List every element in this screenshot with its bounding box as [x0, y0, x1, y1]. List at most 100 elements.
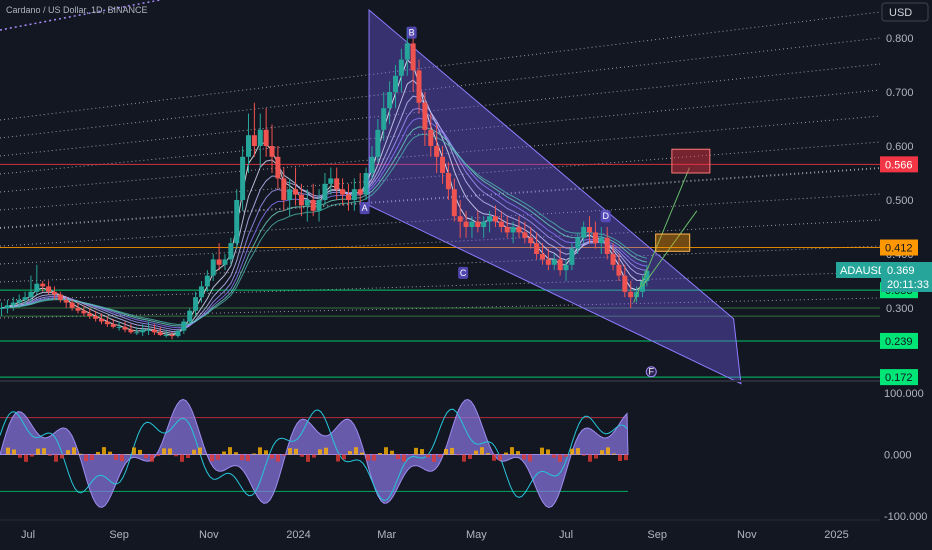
candle-body — [451, 189, 457, 217]
osc-bar — [438, 454, 442, 458]
osc-bar — [408, 454, 412, 456]
fan-line — [0, 193, 881, 247]
time-axis-tick: 2024 — [286, 529, 310, 541]
candle-body — [581, 227, 587, 238]
osc-bar — [138, 449, 142, 455]
osc-bar — [150, 454, 154, 462]
price-pane[interactable]: A B C D F — [0, 0, 881, 385]
osc-bar — [186, 454, 190, 459]
osc-bar — [354, 447, 358, 455]
candle-body — [251, 135, 257, 146]
osc-bar — [402, 454, 406, 462]
osc-bar — [288, 448, 292, 455]
candle-countdown: 20:11:33 — [887, 279, 929, 291]
osc-bar — [222, 451, 226, 455]
osc-bar — [72, 447, 76, 455]
osc-bar — [252, 453, 256, 455]
osc-bar — [396, 454, 400, 460]
osc-bar — [66, 450, 70, 455]
price-axis-tick: 0.600 — [886, 141, 914, 153]
candle-body — [534, 243, 540, 254]
osc-bar — [114, 454, 118, 460]
candle-body — [157, 332, 163, 335]
target-box-upper[interactable] — [671, 148, 711, 174]
fan-line — [0, 271, 881, 301]
osc-bar — [90, 454, 94, 461]
fan-line — [0, 0, 161, 31]
candle-body — [198, 286, 204, 298]
osc-bar — [540, 447, 544, 455]
osc-bar — [498, 454, 502, 461]
osc-bar — [372, 454, 376, 461]
osc-bar — [558, 454, 562, 462]
osc-bar — [360, 452, 364, 455]
osc-bar — [144, 454, 148, 459]
osc-bar — [480, 447, 484, 455]
osc-bar — [510, 447, 514, 455]
price-level-lines — [0, 163, 880, 378]
candle-body — [528, 237, 534, 244]
osc-bar — [246, 454, 250, 461]
target-boxes[interactable] — [655, 148, 711, 252]
candle-body — [81, 310, 87, 314]
candle-body — [193, 297, 199, 311]
candle-body — [387, 92, 393, 109]
oscillator-pane[interactable] — [0, 398, 629, 509]
osc-bar — [462, 454, 466, 462]
candle-body — [204, 275, 210, 287]
candle-body — [328, 178, 334, 184]
candle-body — [398, 59, 404, 76]
candle-body — [228, 243, 234, 260]
currency-button[interactable]: USD — [881, 2, 929, 22]
time-axis-tick: Jul — [559, 529, 573, 541]
candlestick-series — [0, 27, 650, 340]
candle-body — [175, 330, 181, 337]
osc-bar — [84, 454, 88, 462]
candle-body — [381, 108, 387, 130]
candle-body — [293, 189, 299, 195]
candle-body — [122, 326, 128, 330]
candle-body — [51, 291, 57, 295]
pattern-point-b: B — [406, 26, 417, 39]
candle-body — [128, 329, 134, 333]
candle-body — [445, 173, 451, 190]
osc-bar — [456, 454, 460, 456]
osc-bar — [30, 454, 34, 457]
candle-body — [475, 221, 481, 227]
osc-bar — [450, 447, 454, 455]
falling-wedge-pattern[interactable] — [368, 8, 742, 385]
candle-body — [551, 259, 557, 265]
oscillator-axis-ticks: 100.000 0.000 -100.000 — [884, 388, 927, 523]
osc-bar — [102, 447, 106, 455]
target-box-lower[interactable] — [655, 233, 691, 252]
candle-body — [481, 221, 487, 227]
osc-bar — [600, 450, 604, 455]
candle-body — [46, 286, 52, 292]
osc-bar — [24, 454, 28, 462]
candle-body — [63, 299, 69, 303]
candle-body — [644, 270, 650, 281]
candle-body — [557, 259, 563, 271]
osc-bar — [306, 454, 310, 462]
candle-body — [369, 156, 375, 173]
candle-body — [22, 297, 28, 300]
osc-bar — [54, 454, 58, 462]
time-axis-tick: Sep — [109, 529, 129, 541]
candle-body — [434, 146, 440, 157]
osc-histogram — [0, 398, 629, 509]
candle-body — [110, 324, 116, 327]
osc-bar — [582, 454, 586, 456]
candle-body — [57, 294, 63, 300]
pattern-point-labels: A B C D F — [359, 26, 657, 378]
osc-bar — [18, 454, 22, 458]
price-level-badge-label: 0.566 — [885, 159, 913, 171]
osc-bar — [588, 454, 592, 462]
candle-body — [334, 178, 340, 190]
svg-text:A: A — [362, 203, 368, 213]
osc-bar — [342, 454, 346, 460]
svg-text:B: B — [409, 28, 415, 38]
candle-body — [263, 129, 269, 146]
projection-line — [642, 210, 698, 287]
